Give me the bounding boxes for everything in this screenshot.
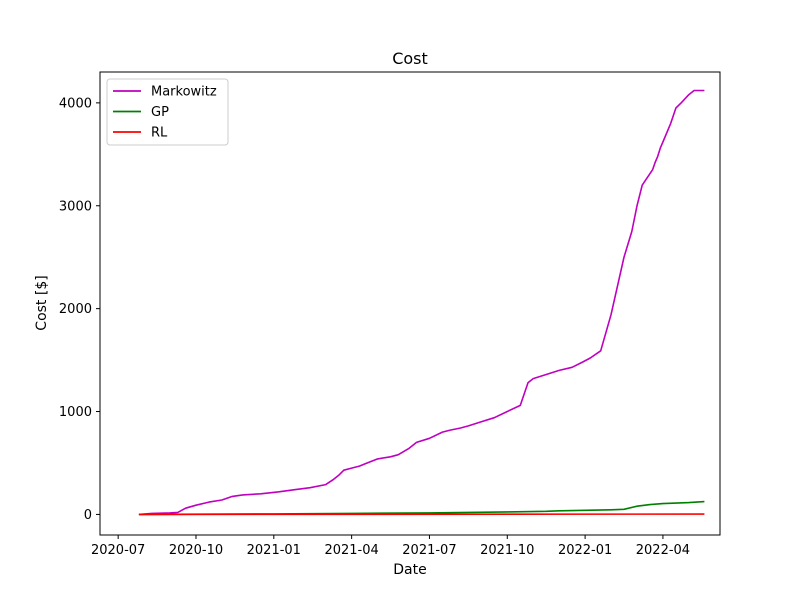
series-layer <box>138 89 705 516</box>
chart-title: Cost <box>392 49 428 68</box>
plot-area-frame <box>99 71 721 536</box>
x-axis: 2020-07 2020-10 2021-01 2021-04 2021-07 2021-… <box>91 535 690 558</box>
y-tick-label: 2000 <box>59 302 92 317</box>
x-tick-label: 2022-04 <box>636 543 690 558</box>
series-line-markowitz <box>138 89 705 516</box>
x-tick-label: 2020-07 <box>91 543 145 558</box>
y-tick-label: 0 <box>84 508 92 523</box>
y-tick-label: 4000 <box>59 96 92 111</box>
legend-box <box>106 78 229 146</box>
y-tick-label: 3000 <box>59 199 92 214</box>
x-tick-label: 2022-01 <box>558 543 612 558</box>
x-tick-label: 2021-07 <box>402 543 456 558</box>
x-tick-label: 2021-01 <box>247 543 301 558</box>
y-tick-label: 1000 <box>59 405 92 420</box>
legend-label-rl: RL <box>151 126 168 141</box>
legend-label-gp: GP <box>151 105 169 120</box>
y-axis: 0 1000 2000 3000 4000 <box>59 96 100 523</box>
x-tick-label: 2021-04 <box>324 543 378 558</box>
x-axis-label: Date <box>393 562 426 578</box>
legend-label-markowitz: Markowitz <box>151 85 217 100</box>
legend: Markowitz GP RL <box>106 78 229 146</box>
x-tick-label: 2021-10 <box>480 543 534 558</box>
x-tick-label: 2020-10 <box>169 543 223 558</box>
y-axis-label: Cost [$] <box>34 275 50 330</box>
